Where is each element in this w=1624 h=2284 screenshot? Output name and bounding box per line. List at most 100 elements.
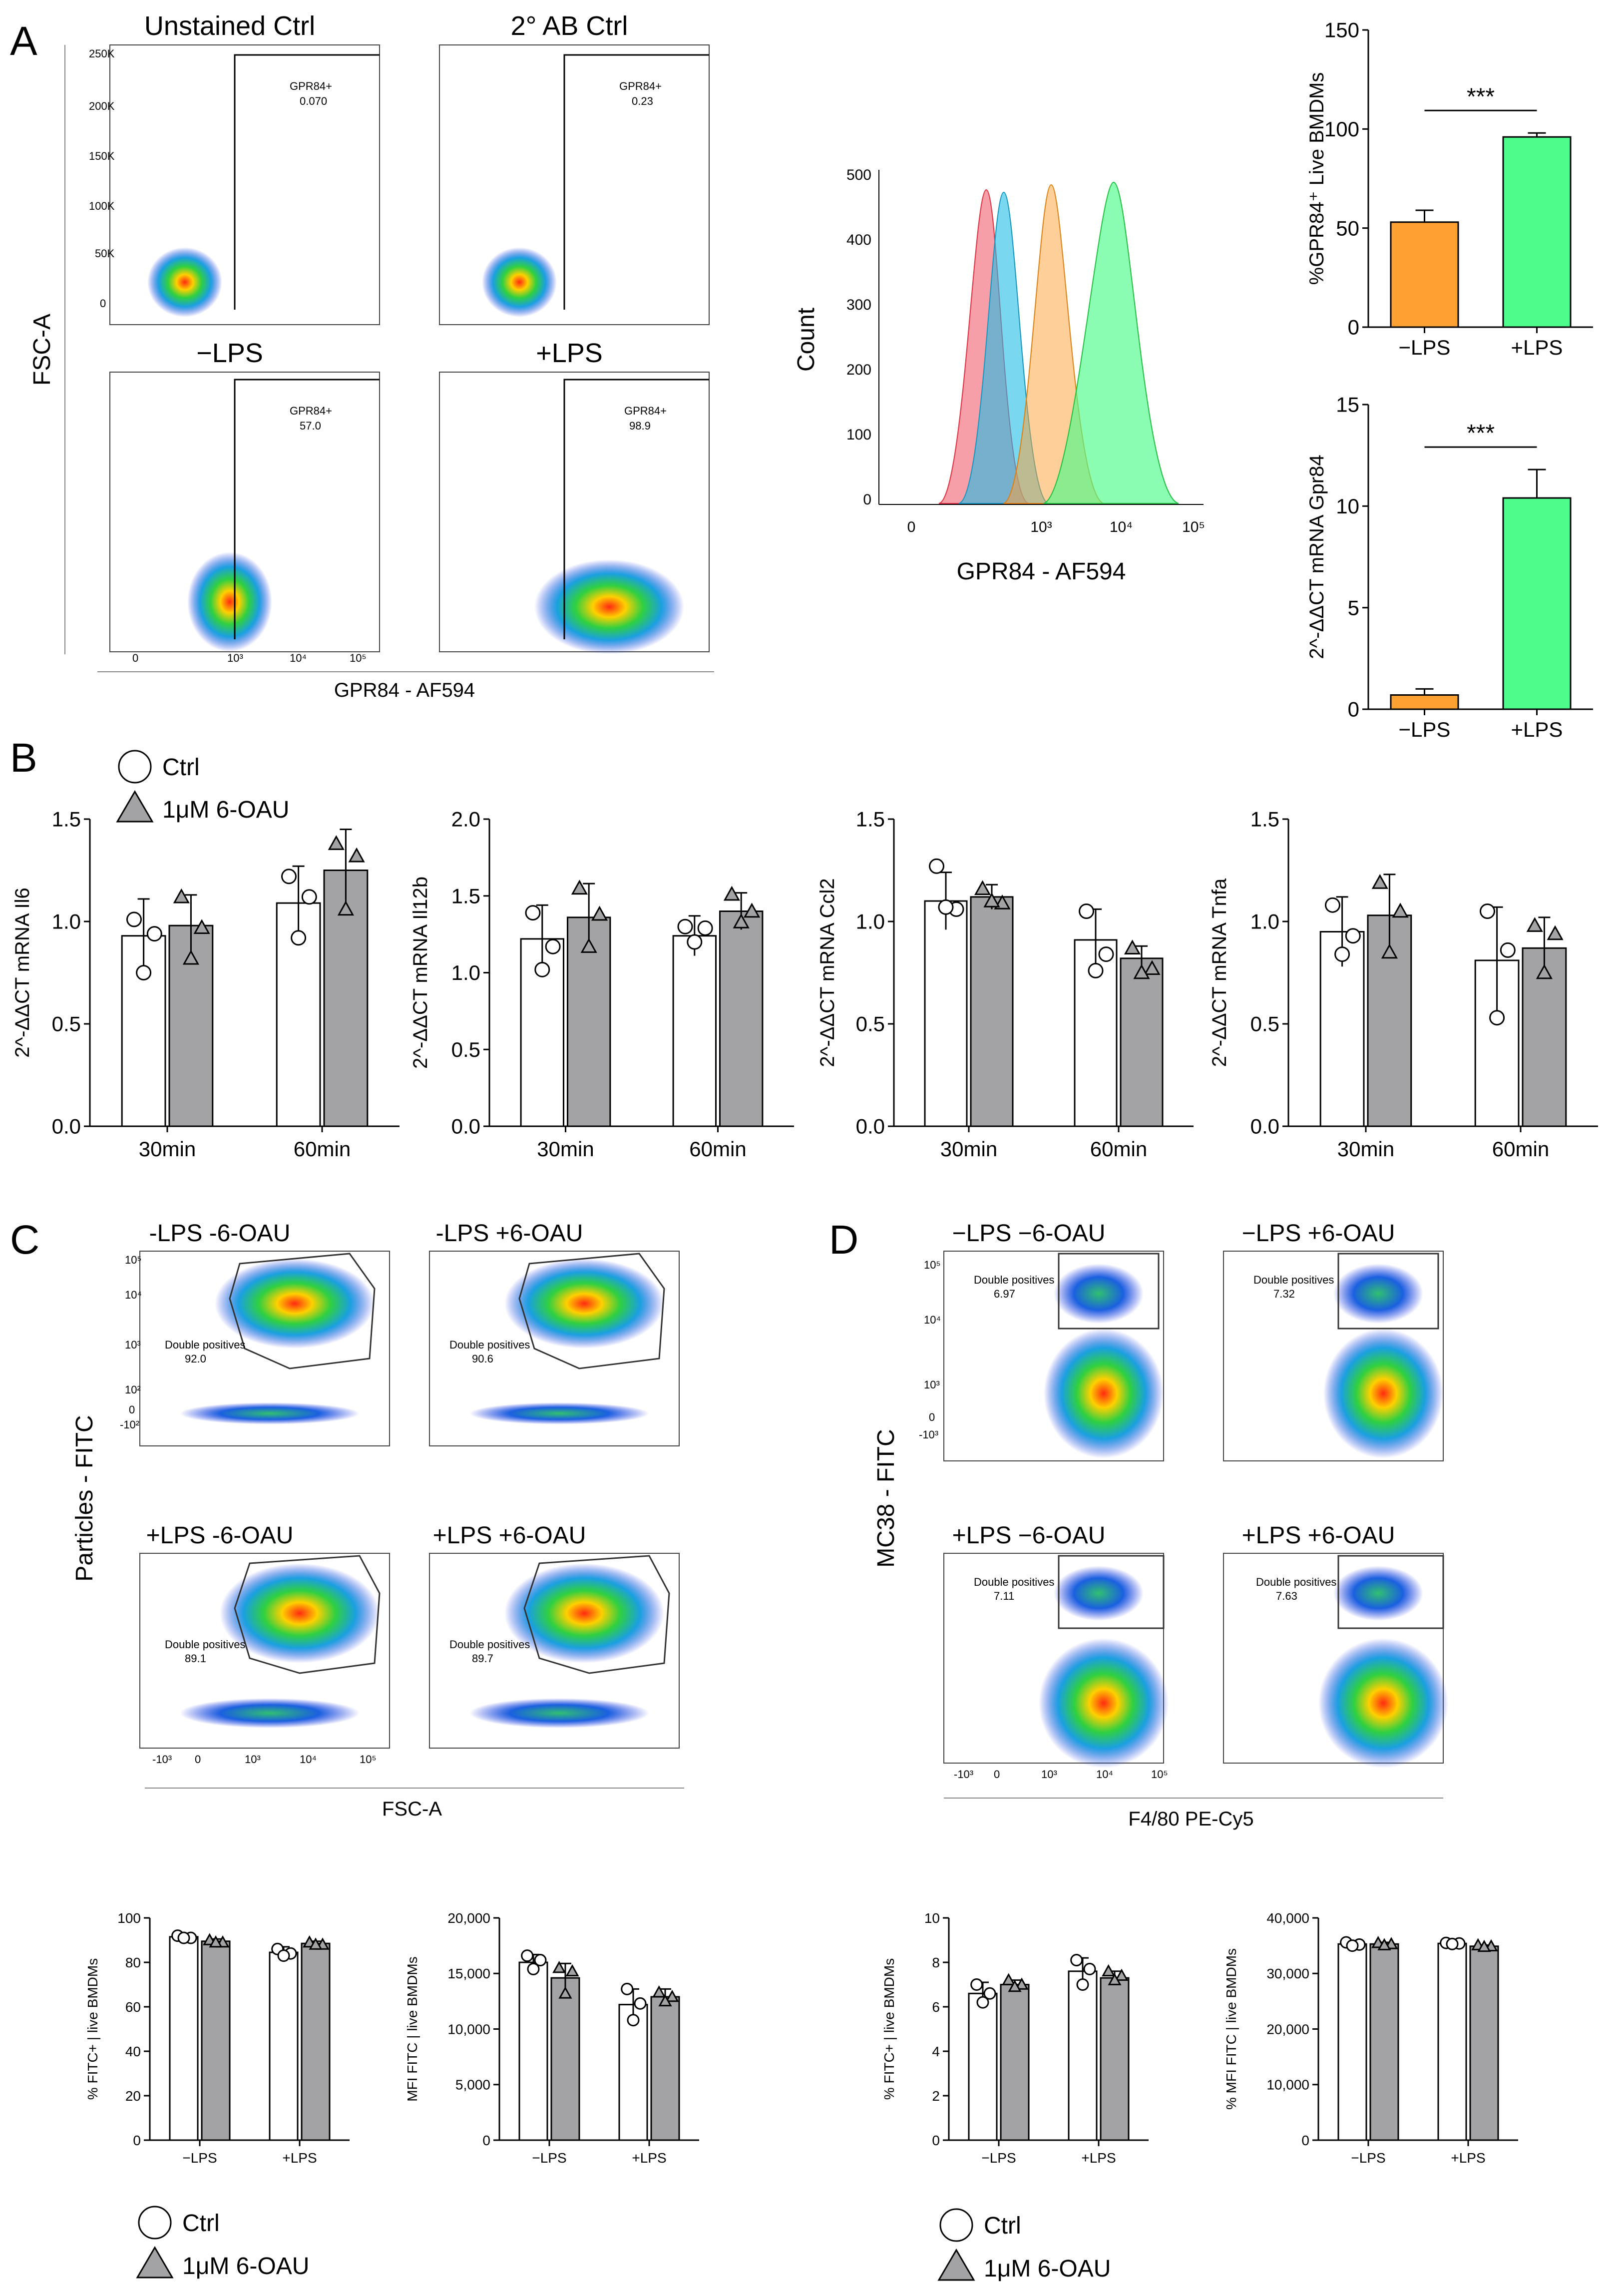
data-point — [1346, 1939, 1359, 1952]
flow-c-xtick: -10³ — [152, 1753, 172, 1766]
flow-a-title-3: −LPS — [196, 338, 263, 368]
y-tick-label: 60 — [125, 1999, 141, 2015]
data-point — [1446, 1937, 1459, 1950]
legend-d-ctrl-label: Ctrl — [984, 2213, 1021, 2239]
y-tick-label: 30,000 — [1266, 1966, 1309, 1981]
flow-d-gate-label-2: Double positives — [1253, 1274, 1334, 1286]
data-point — [545, 938, 561, 954]
data-point — [1076, 1978, 1089, 1991]
flow-d-title-2: −LPS +6-OAU — [1242, 1220, 1395, 1247]
y-tick-label: 15,000 — [447, 1966, 490, 1981]
flow-a-frame-3 — [109, 372, 380, 652]
bar-ctrl — [618, 2004, 648, 2141]
hist-plus-lps — [1043, 181, 1179, 504]
flow-a-ytick: 100K — [89, 200, 115, 212]
flow-a-density-1 — [147, 247, 222, 317]
data-point — [580, 938, 597, 953]
data-point — [1547, 925, 1564, 940]
y-tick-label: 1.5 — [856, 808, 885, 831]
flow-d-ytick: 10³ — [924, 1378, 940, 1391]
flow-d-frame-1 — [943, 1251, 1164, 1461]
flow-d-gate-value-1: 6.97 — [994, 1288, 1015, 1300]
flow-d-frame-4 — [1223, 1553, 1444, 1764]
data-point — [1381, 943, 1398, 959]
bar-ctrl — [269, 1951, 299, 2141]
flow-a-density-2 — [482, 247, 557, 317]
flow-d-x-label: F4/80 PE-Cy5 — [1128, 1808, 1253, 1830]
y-tick-label: 6 — [932, 1999, 940, 2015]
flow-a-y-label: FSC-A — [29, 314, 55, 386]
flow-d-xtick: 10⁵ — [1151, 1768, 1168, 1781]
chart-b-il12b: 0.0 0.5 1.0 1.5 2.0 2^-ΔΔCT mRNA Il12b 30min 60… — [409, 808, 794, 1161]
flow-a-x-label: GPR84 - AF594 — [334, 679, 475, 701]
flow-a-frame-4 — [439, 372, 710, 652]
hist-xtick: 10⁵ — [1182, 519, 1205, 535]
flow-a-xtick: 0 — [132, 652, 138, 664]
flow-a-ytick: 0 — [100, 297, 106, 310]
data-point — [1088, 962, 1104, 978]
flow-c-density-1b — [180, 1402, 360, 1424]
data-point — [1500, 942, 1516, 958]
panel-label-b: B — [10, 735, 37, 781]
data-point — [1133, 964, 1150, 979]
data-point — [1477, 1939, 1491, 1952]
flow-c-density-2b — [469, 1402, 649, 1424]
legend-b-oau-marker — [116, 790, 154, 823]
data-point — [652, 1985, 666, 1998]
flow-a-density-4 — [534, 559, 684, 654]
data-point — [177, 1931, 190, 1944]
flow-c-xtick: 10⁵ — [360, 1753, 377, 1766]
y-tick-label: 8 — [932, 1955, 940, 1970]
data-point — [348, 847, 365, 863]
bar-ctrl — [968, 1992, 998, 2141]
flow-a-gate-value-2: 0.23 — [632, 95, 653, 107]
data-point — [552, 1961, 566, 1973]
data-point — [627, 2014, 640, 2027]
chart-c-percent-fitc: 0 20 40 60 80 100 % FITC+ | live BMDMs −LPS +LPS — [85, 1910, 350, 2166]
y-axis-label: 2^-ΔΔCT mRNA Tnfa — [1209, 878, 1230, 1067]
y-tick-label: 0 — [1348, 698, 1359, 721]
data-point — [621, 1982, 634, 1995]
bar-ctrl — [1074, 939, 1118, 1127]
panel-label-c: C — [10, 1217, 39, 1263]
flow-c-frame-2 — [429, 1251, 680, 1446]
y-tick-label: 0.5 — [451, 1038, 480, 1061]
data-point — [182, 949, 199, 965]
bar-oau — [970, 896, 1014, 1127]
flow-c-y-label: Particles - FITC — [71, 1415, 98, 1581]
x-tick-label: 60min — [1090, 1137, 1147, 1161]
data-point — [1526, 917, 1543, 932]
y-tick-label: 40,000 — [1266, 1910, 1309, 1926]
y-axis-label: 2^-ΔΔCT mRNA Ccl2 — [816, 878, 838, 1067]
flow-a-gate-label-1: GPR84+ — [290, 80, 332, 92]
bar-oau — [550, 1977, 580, 2141]
flow-a-xtick: 10⁴ — [290, 652, 307, 664]
data-point — [337, 901, 354, 916]
data-point — [1325, 897, 1341, 913]
flow-a-ytick: 50K — [95, 247, 114, 260]
data-point — [527, 1962, 540, 1975]
hist-ytick: 400 — [846, 232, 871, 248]
y-tick-label: 1.0 — [451, 961, 480, 984]
data-point — [983, 892, 1000, 908]
flow-d-gate-label-4: Double positives — [1256, 1576, 1336, 1588]
legend-d: Ctrl 1μM 6-OAU — [937, 2208, 1111, 2282]
y-tick-label: 5,000 — [455, 2077, 490, 2093]
flow-c-density-4a — [504, 1563, 664, 1663]
bar-oau — [1369, 1943, 1399, 2141]
flow-a-ytick: 150K — [89, 150, 115, 162]
hist-xtick: 0 — [907, 519, 916, 535]
y-axis-label: 2^-ΔΔCT mRNA Il6 — [11, 888, 33, 1057]
flow-d-xtick: 10⁴ — [1096, 1768, 1113, 1781]
flow-a-ytick: 250K — [89, 47, 115, 60]
flow-c-x-label: FSC-A — [382, 1798, 442, 1820]
panel-d-flow: −LPS −6-OAU Double positives 6.97 −LPS +… — [873, 1220, 1448, 1830]
data-point — [1002, 1973, 1016, 1985]
legend-b-ctrl-marker — [118, 750, 152, 784]
x-tick-label: +LPS — [1451, 2150, 1485, 2166]
data-point — [193, 919, 210, 934]
data-point — [1345, 928, 1361, 944]
flow-d-density-2b — [1323, 1329, 1443, 1458]
y-tick-label: 4 — [932, 2044, 940, 2059]
bar-oau — [1469, 1945, 1499, 2141]
